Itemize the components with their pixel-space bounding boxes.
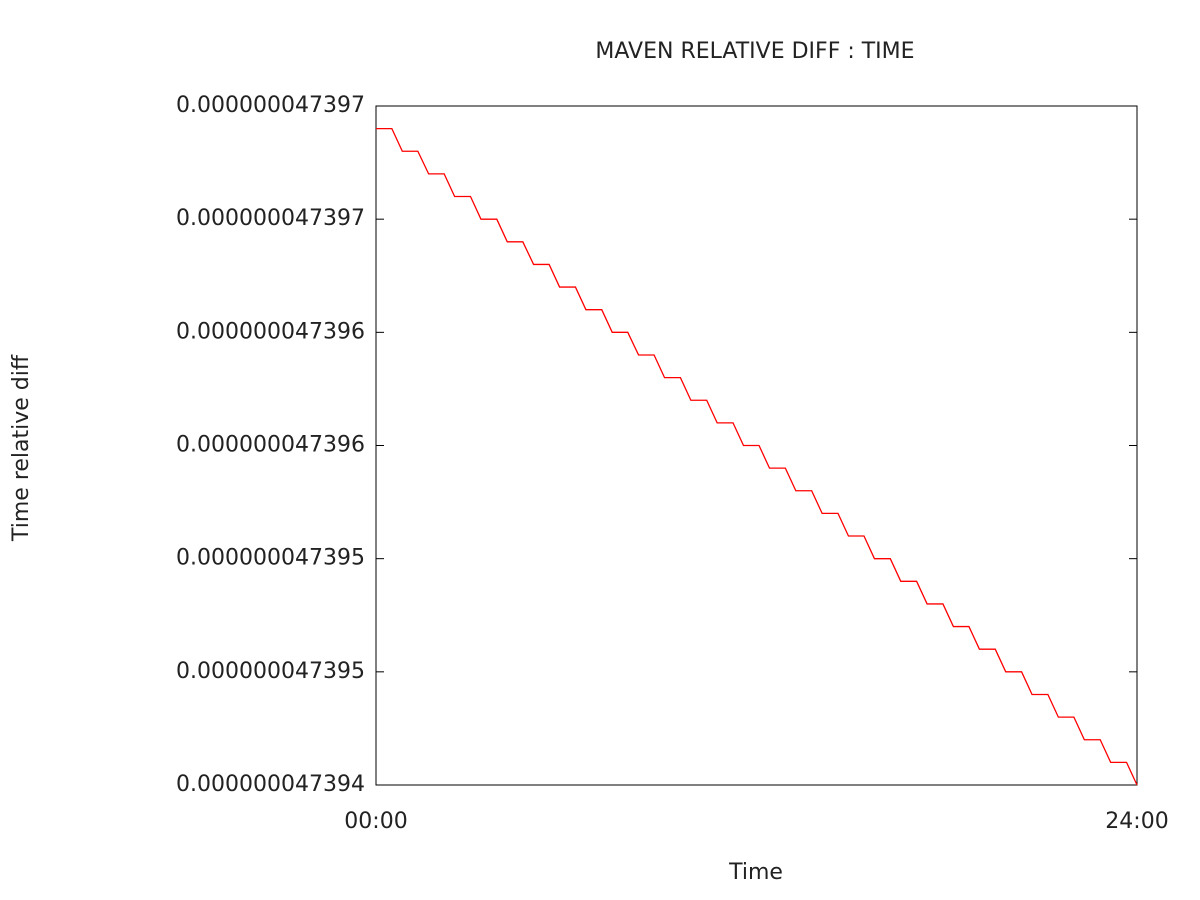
y-tick-label: 0.000000047394 bbox=[176, 772, 365, 797]
x-tick-label: 24:00 bbox=[1105, 809, 1168, 834]
x-axis-label: Time bbox=[728, 860, 783, 885]
y-tick-label: 0.000000047395 bbox=[176, 546, 365, 571]
y-tick-label: 0.000000047396 bbox=[176, 433, 365, 458]
y-axis-label: Time relative diff bbox=[9, 354, 34, 542]
y-tick-label: 0.000000047397 bbox=[176, 206, 365, 231]
y-tick-label: 0.000000047395 bbox=[176, 659, 365, 684]
chart-title: MAVEN RELATIVE DIFF : TIME bbox=[595, 39, 914, 64]
y-tick-label: 0.000000047397 bbox=[176, 93, 365, 118]
y-tick-label: 0.000000047396 bbox=[176, 319, 365, 344]
data-line bbox=[376, 127, 1138, 786]
x-tick-label: 00:00 bbox=[344, 809, 407, 834]
